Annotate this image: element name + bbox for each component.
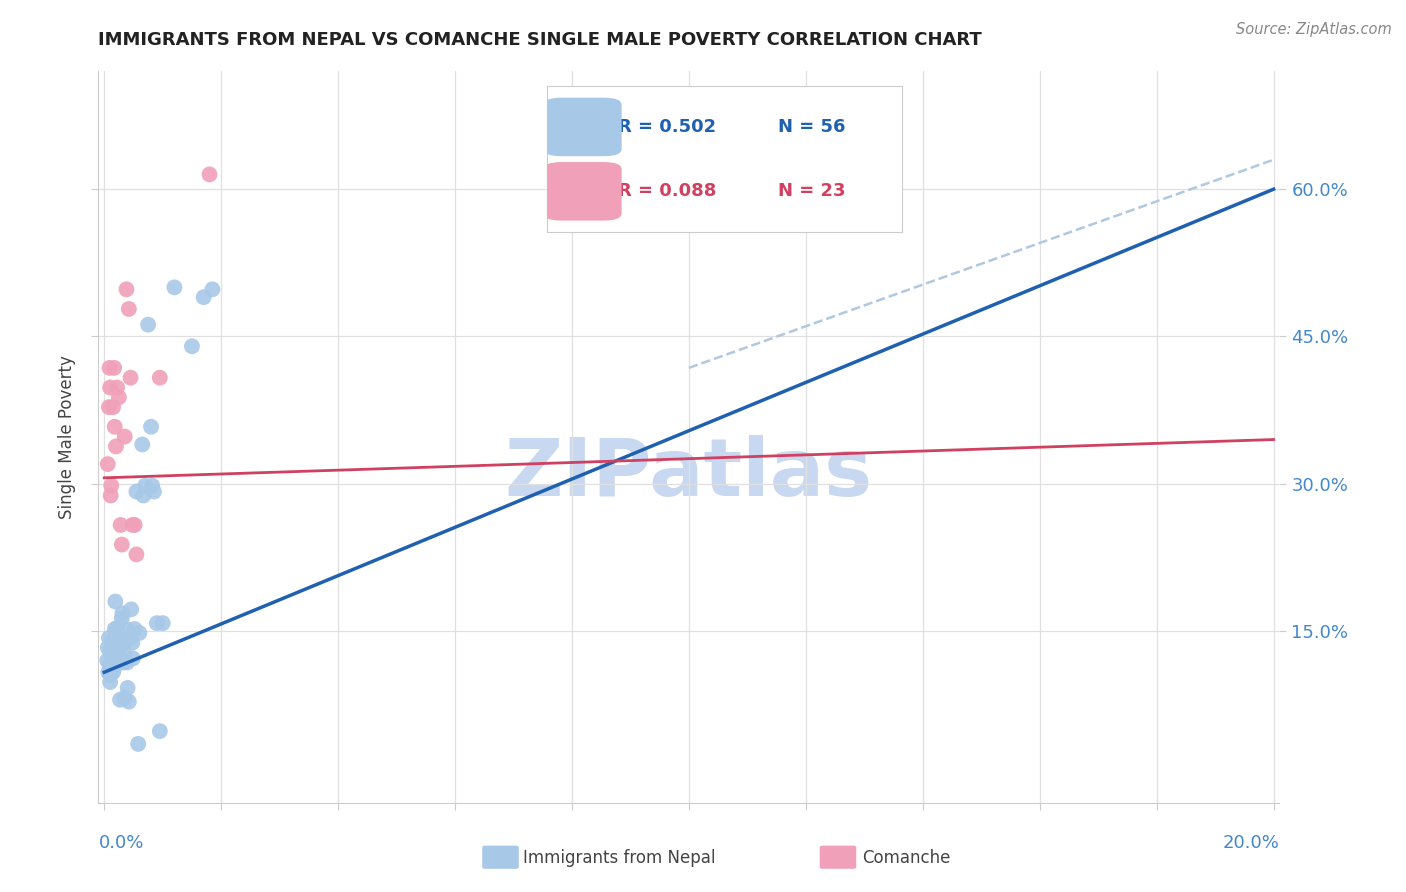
Point [120,631,142,645]
Point [120,370,142,384]
Text: ZIPatlas: ZIPatlas [505,434,873,513]
Point [146,616,169,631]
Point [104,594,127,608]
Point [98,380,121,394]
Point [100,478,122,492]
Point [101,665,124,680]
Point [114,690,136,705]
Point [104,419,127,434]
Text: IMMIGRANTS FROM NEPAL VS COMANCHE SINGLE MALE POVERTY CORRELATION CHART: IMMIGRANTS FROM NEPAL VS COMANCHE SINGLE… [98,31,983,49]
Point [107,646,129,660]
Point [104,439,127,453]
Point [143,484,166,499]
Point [112,656,135,670]
Point [149,370,172,384]
Y-axis label: Single Male Poverty: Single Male Poverty [58,355,76,519]
Point [97,631,120,645]
Point [121,636,143,650]
Point [115,282,138,296]
Point [118,695,141,709]
Point [97,400,120,414]
Point [105,380,128,394]
Point [201,282,224,296]
Point [117,681,139,695]
Point [97,665,120,680]
Point [104,622,127,636]
Point [198,168,221,182]
Point [112,646,135,660]
Point [125,484,148,499]
Point [128,626,150,640]
Point [108,641,131,656]
Point [103,649,125,664]
Point [101,656,124,670]
Point [98,360,121,375]
Point [152,616,174,631]
Point [101,400,124,414]
Point [96,653,118,667]
Point [132,488,155,502]
Point [108,655,131,669]
Point [163,280,186,294]
Point [100,641,122,656]
Point [149,724,172,739]
Point [100,646,122,660]
Text: 20.0%: 20.0% [1223,834,1279,852]
Point [111,636,134,650]
Text: 0.0%: 0.0% [98,834,143,852]
Point [139,419,162,434]
Point [108,692,131,706]
Point [98,675,121,690]
Point [111,538,134,552]
Point [115,656,138,670]
Point [124,622,146,636]
Point [118,301,141,316]
Point [103,661,125,675]
Point [125,548,148,562]
Point [122,651,145,665]
Point [120,602,142,616]
Point [136,318,159,332]
Point [111,607,134,621]
Point [98,668,121,682]
Point [110,518,132,533]
Point [115,622,138,636]
Point [111,611,134,625]
Point [103,360,125,375]
Point [104,651,127,665]
Point [141,478,163,492]
Point [121,518,143,533]
Point [127,737,149,751]
Point [134,478,156,492]
Point [105,636,128,650]
Point [98,658,121,673]
Point [181,339,204,353]
Point [101,633,124,648]
Point [107,632,129,646]
Text: Comanche: Comanche [862,849,950,867]
Point [100,488,122,502]
Point [97,457,120,471]
Point [193,290,215,304]
Point [124,518,146,533]
Text: Source: ZipAtlas.com: Source: ZipAtlas.com [1236,22,1392,37]
Point [97,640,120,655]
Point [108,390,131,404]
Point [114,429,136,443]
Text: Immigrants from Nepal: Immigrants from Nepal [523,849,716,867]
Point [131,437,153,451]
Point [105,621,128,635]
